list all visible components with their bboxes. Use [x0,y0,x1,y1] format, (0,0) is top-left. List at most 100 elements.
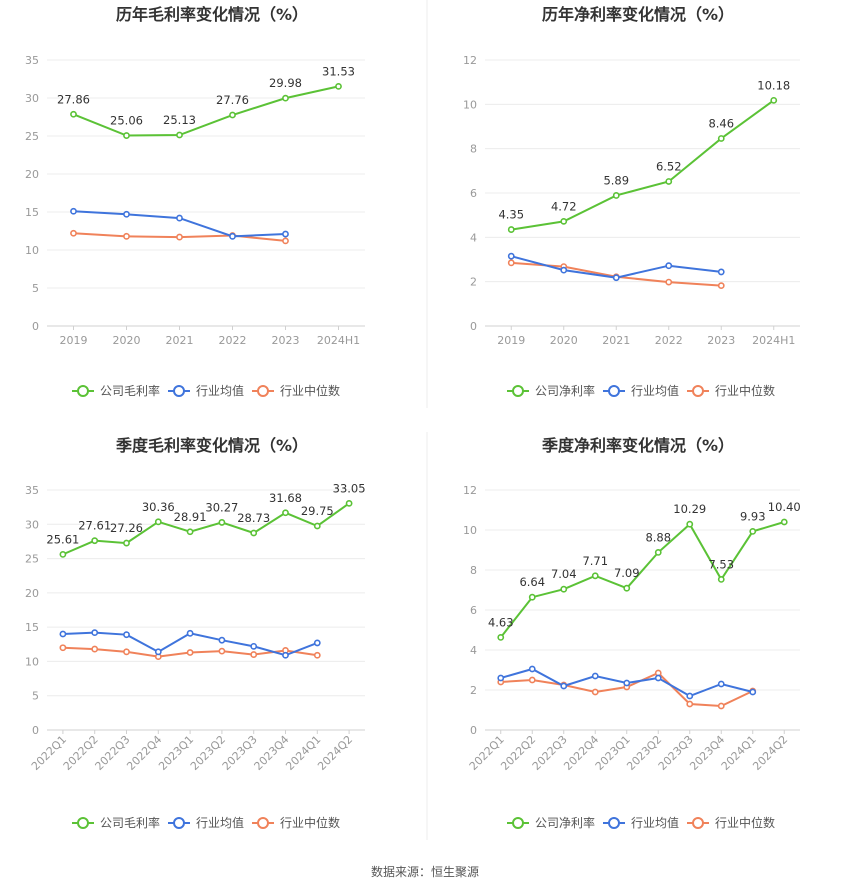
data-point [229,232,236,240]
data-label: 31.68 [269,491,302,505]
data-point [123,132,130,139]
series-industry-mean [507,252,725,282]
y-tick-label: 10 [25,244,39,257]
y-tick-label: 6 [470,604,477,617]
series-line [62,502,350,556]
data-point [717,702,725,710]
data-label: 27.61 [78,519,111,533]
legend-label: 公司毛利率 [100,383,160,398]
data-point [665,278,673,286]
series-industry-mean [59,629,321,659]
legend-label: 行业中位数 [715,383,775,398]
data-label: 10.29 [673,502,706,516]
chart-title: 历年净利率变化情况（%） [542,5,734,24]
x-tick-label: 2023 [707,334,735,347]
data-point [507,252,515,260]
data-point [91,629,99,637]
legend-label: 行业中位数 [280,815,340,830]
data-point [123,648,130,656]
data-label: 6.52 [656,159,682,173]
legend-swatch-marker [608,817,620,829]
data-point [91,645,99,653]
data-point [186,649,194,656]
legend: 公司净利率 行业均值 行业中位数 [507,383,775,398]
legend-item: 公司净利率 [507,815,595,830]
legend-label: 行业均值 [196,815,244,830]
legend-item: 公司净利率 [507,383,595,398]
legend-swatch-marker [692,385,704,397]
legend-item: 公司毛利率 [72,383,160,398]
legend-label: 公司毛利率 [100,815,160,830]
data-point [123,631,130,639]
data-point [497,674,505,682]
data-point [91,537,99,545]
y-tick-label: 0 [470,724,477,737]
legend-item: 行业中位数 [252,383,340,398]
legend-item: 公司毛利率 [72,815,160,830]
data-point [612,192,620,199]
data-point [686,692,694,700]
legend-swatch-marker [257,817,269,829]
data-point [612,274,620,282]
data-point [770,96,778,104]
series-line [73,85,339,137]
data-point [560,585,568,593]
data-point [176,131,183,139]
data-label: 4.63 [488,615,514,629]
data-point [282,237,289,245]
x-tick-label: 2019 [60,334,88,347]
data-point [591,672,599,680]
data-point [176,233,183,241]
data-point [560,217,568,225]
legend-label: 公司净利率 [535,383,595,398]
data-point [497,634,505,641]
data-label: 9.93 [740,509,766,523]
y-tick-label: 5 [32,282,39,295]
data-label: 10.18 [757,78,790,92]
y-tick-label: 20 [25,168,39,181]
data-label: 6.64 [519,575,545,589]
chart-4: 季度净利率变化情况（%）0246810122022Q12022Q22022Q32… [463,436,801,830]
y-tick-label: 0 [470,320,477,333]
data-point [623,584,631,592]
x-tick-label: 2024H1 [317,334,360,347]
data-point [59,644,67,652]
chart-2: 历年净利率变化情况（%） 0 2 4 6 8 10 12 2019 2020 2021 2022 202… [463,5,800,398]
legend-swatch-marker [77,817,89,829]
data-label: 31.53 [322,64,355,78]
y-tick-label: 15 [25,621,39,634]
data-point [250,529,258,537]
data-point [717,576,725,583]
y-tick-label: 4 [470,231,477,244]
x-tick-label: 2020 [113,334,141,347]
data-label: 25.13 [163,113,196,127]
data-label: 33.05 [333,481,366,495]
data-point [507,259,515,267]
chart-title: 历年毛利率变化情况（%） [116,5,308,24]
legend: 公司毛利率 行业均值 行业中位数 [72,815,340,830]
data-point [560,682,568,690]
data-point [123,539,130,547]
legend-swatch-marker [77,385,89,397]
data-point [250,642,258,650]
source-label: 数据来源：恒生聚源 [371,864,479,879]
data-point [154,648,162,656]
y-tick-label: 6 [470,187,477,200]
chart-title: 季度净利率变化情况（%） [541,436,734,455]
legend-label: 行业均值 [631,383,679,398]
chart-3: 季度毛利率变化情况（%）051015202530352022Q12022Q220… [25,436,366,830]
series-industry-median [59,644,321,661]
y-tick-label: 30 [25,518,39,531]
x-tick-label: 2021 [166,334,194,347]
x-tick-label: 2023 [272,334,300,347]
data-point [686,520,694,528]
data-point [282,230,289,238]
y-tick-label: 4 [470,644,477,657]
y-tick-label: 10 [463,98,477,111]
data-label: 25.06 [110,114,143,128]
y-tick-label: 0 [32,320,39,333]
data-point [70,229,77,237]
data-point [70,207,77,215]
data-point [717,282,725,290]
